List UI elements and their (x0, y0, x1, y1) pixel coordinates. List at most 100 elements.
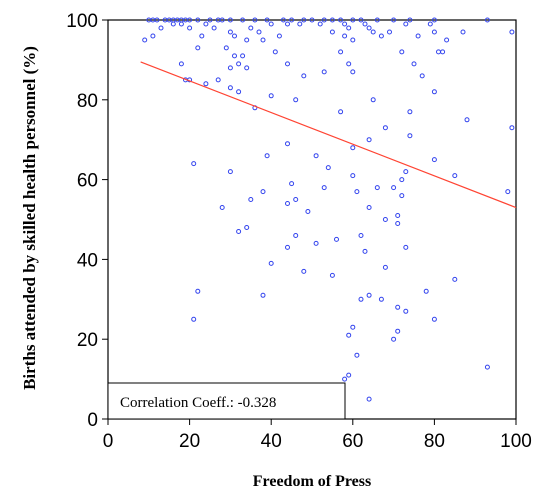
data-point (244, 65, 250, 71)
data-point (227, 29, 233, 35)
data-point (191, 161, 197, 167)
y-tick-label: 60 (77, 171, 98, 192)
data-point (382, 264, 388, 270)
data-point (395, 221, 401, 226)
data-point (293, 233, 299, 238)
data-point (285, 141, 290, 147)
data-point (366, 205, 372, 210)
data-point (370, 97, 376, 103)
data-point (370, 29, 376, 35)
data-point (374, 185, 380, 191)
data-point (362, 248, 368, 254)
data-point (329, 272, 335, 278)
data-point (240, 17, 246, 23)
data-point (358, 17, 364, 23)
data-point (240, 53, 246, 59)
data-point (260, 37, 266, 43)
data-point (219, 17, 225, 23)
data-point (350, 173, 356, 179)
data-point (431, 17, 437, 23)
data-point (170, 21, 176, 27)
data-point (346, 372, 352, 378)
data-point (223, 45, 229, 51)
data-point (256, 29, 262, 35)
data-point (338, 49, 344, 55)
x-tick-label: 40 (261, 431, 282, 452)
data-point (350, 324, 356, 330)
data-point (354, 352, 360, 358)
data-point (350, 69, 356, 75)
data-point (391, 185, 397, 191)
data-point (325, 165, 331, 171)
y-axis-ticks: 0 20 40 60 80 100 (66, 11, 108, 431)
data-point (207, 17, 213, 23)
data-point (305, 209, 311, 214)
data-point (403, 21, 409, 27)
x-tick-label: 100 (500, 431, 532, 452)
data-point (293, 197, 299, 202)
data-point (378, 33, 384, 39)
x-axis-title: Freedom of Press (253, 473, 371, 490)
data-point (264, 17, 270, 23)
y-tick-label: 80 (77, 91, 98, 112)
data-point (329, 29, 335, 35)
data-point (317, 21, 323, 27)
data-point (178, 61, 184, 67)
data-point (150, 33, 156, 39)
data-point (191, 316, 197, 322)
data-point (268, 21, 274, 27)
data-point (158, 25, 164, 31)
data-point (431, 157, 437, 163)
data-point (366, 25, 372, 31)
data-point (431, 29, 437, 35)
data-point (346, 25, 352, 31)
data-point (440, 49, 446, 55)
data-point (195, 288, 201, 294)
data-point (431, 316, 437, 322)
data-point (362, 21, 368, 27)
y-tick-label: 100 (66, 11, 98, 32)
data-point (338, 17, 344, 23)
data-point (415, 33, 421, 39)
data-point (321, 185, 327, 191)
data-point (346, 332, 352, 338)
data-point (366, 137, 372, 143)
data-point (301, 17, 307, 23)
data-point (203, 81, 209, 87)
x-tick-label: 20 (179, 431, 200, 452)
data-point (509, 29, 515, 35)
data-point (399, 177, 405, 183)
data-point (289, 17, 295, 23)
data-point (227, 85, 233, 91)
data-point (203, 21, 209, 27)
data-point (248, 197, 254, 202)
data-point (244, 37, 250, 43)
data-point (436, 49, 441, 55)
annotation-text: Correlation Coeff.: -0.328 (120, 395, 276, 411)
data-point (484, 364, 490, 370)
data-point (460, 29, 466, 35)
data-point (195, 45, 201, 51)
data-point (329, 17, 335, 23)
data-point (366, 292, 372, 298)
y-tick-label: 20 (77, 330, 98, 351)
data-point (509, 125, 515, 131)
x-tick-label: 80 (424, 431, 445, 452)
data-point (403, 308, 409, 314)
data-point (268, 260, 274, 266)
data-point (142, 37, 148, 43)
data-point (227, 17, 233, 23)
data-point (391, 336, 397, 342)
data-point (285, 61, 290, 67)
data-point (227, 169, 233, 175)
data-point (268, 93, 274, 99)
data-point (297, 21, 303, 27)
data-point (252, 17, 258, 23)
x-tick-label: 60 (342, 431, 363, 452)
data-point (301, 73, 307, 79)
data-point (199, 33, 205, 39)
data-point (407, 109, 413, 115)
annotation-frame (107, 382, 346, 420)
data-point (187, 17, 193, 23)
data-point (264, 153, 270, 159)
